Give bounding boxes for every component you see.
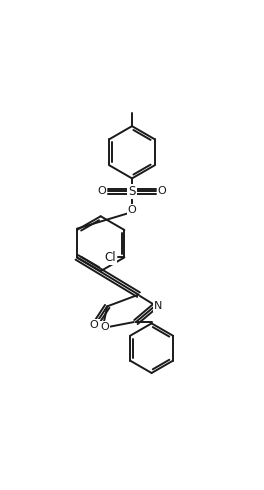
Text: O: O: [100, 322, 109, 332]
Text: N: N: [154, 301, 162, 311]
Text: S: S: [128, 185, 136, 198]
Text: Cl: Cl: [104, 251, 116, 264]
Text: O: O: [128, 205, 136, 215]
Text: O: O: [158, 187, 166, 196]
Text: O: O: [90, 319, 98, 330]
Text: O: O: [98, 187, 106, 196]
